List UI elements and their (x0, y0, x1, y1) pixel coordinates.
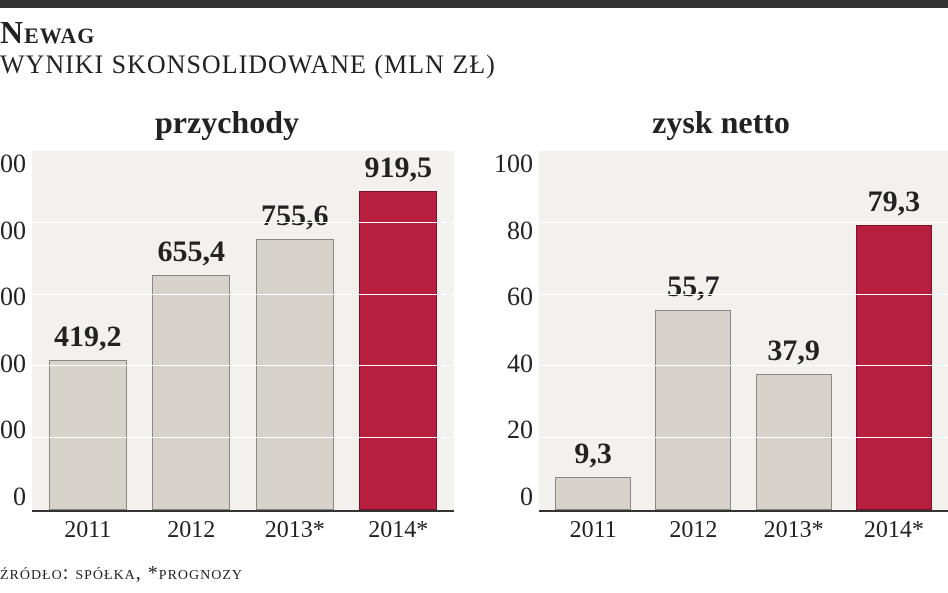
bar-column: 755,6 (249, 151, 340, 510)
source-footer: źródło: spółka, *prognozy (0, 554, 948, 593)
charts-row: przychody 00000000000 419,2655,4755,6919… (0, 84, 948, 554)
bars-right: 9,3 55,7 37,9 79,3 (539, 151, 948, 510)
bar-value-label: 79,3 (868, 185, 921, 219)
y-tick: 100 (494, 151, 533, 177)
gridline (32, 365, 454, 366)
bar (152, 275, 230, 510)
bar (655, 310, 731, 510)
plot-right: 9,355,737,979,3 201120122013*2014* (539, 151, 948, 512)
y-tick: 0 (494, 484, 533, 510)
bar-value-label: 37,9 (767, 334, 820, 368)
y-axis-right: 0 20 40 60 80 100 (494, 151, 539, 544)
header: Newag WYNIKI SKONSOLIDOWANE (MLN ZŁ) (0, 0, 948, 84)
bar-value-label: 419,2 (54, 320, 122, 354)
gridline (539, 150, 948, 151)
y-tick: 00 (0, 417, 26, 443)
x-labels-right: 2011 2012 2013* 2014* (539, 517, 948, 544)
y-tick: 40 (494, 351, 533, 377)
gridline (539, 294, 948, 295)
y-tick: 00 (0, 284, 26, 310)
y-tick: 00 (0, 351, 26, 377)
bar-column: 79,3 (850, 151, 938, 510)
chart-przychody: przychody 00000000000 419,2655,4755,6919… (0, 104, 454, 544)
chart-title-right: zysk netto (494, 104, 948, 141)
x-axis-label: 2014* (353, 517, 444, 544)
y-tick: 00 (0, 151, 26, 177)
bar (756, 374, 832, 510)
y-tick: 60 (494, 284, 533, 310)
y-tick: 00 (0, 218, 26, 244)
gridline (32, 150, 454, 151)
bars-left: 419,2 655,4 755,6 919,5 (32, 151, 454, 510)
bar-column: 55,7 (649, 151, 737, 510)
figure-container: Newag WYNIKI SKONSOLIDOWANE (MLN ZŁ) prz… (0, 0, 948, 593)
bar-column: 37,9 (750, 151, 838, 510)
bar-value-label: 9,3 (574, 437, 612, 471)
chart-zysk-netto: zysk netto 020406080100 9,355,737,979,3 … (494, 104, 948, 544)
gridline (539, 437, 948, 438)
gridline (32, 222, 454, 223)
bar-value-label: 655,4 (157, 235, 225, 269)
bar (359, 191, 437, 510)
bar-value-label: 55,7 (667, 270, 720, 304)
bar-column: 419,2 (42, 151, 133, 510)
bar (49, 360, 127, 510)
bar-column: 919,5 (353, 151, 444, 510)
bar-column: 9,3 (549, 151, 637, 510)
y-tick: 20 (494, 417, 533, 443)
bar-column: 655,4 (146, 151, 237, 510)
x-axis-label: 2013* (249, 517, 340, 544)
gridline (539, 222, 948, 223)
chart-area-right: 020406080100 9,355,737,979,3 20112012201… (494, 151, 948, 544)
y-tick: 0 (0, 484, 26, 510)
x-axis-label: 2014* (850, 517, 938, 544)
gridline (539, 365, 948, 366)
bar-value-label: 919,5 (364, 151, 432, 185)
company-title: Newag (0, 16, 948, 48)
bar (555, 477, 631, 510)
x-axis-label: 2012 (146, 517, 237, 544)
chart-title-left: przychody (0, 104, 454, 141)
y-tick: 80 (494, 218, 533, 244)
plot-left: 419,2655,4755,6919,5 201120122013*2014* (32, 151, 454, 512)
bar (256, 239, 334, 510)
y-axis-left: 00000000000 (0, 151, 32, 544)
x-axis-label: 2012 (649, 517, 737, 544)
gridline (32, 437, 454, 438)
x-axis-label: 2011 (42, 517, 133, 544)
x-axis-label: 2013* (750, 517, 838, 544)
x-axis-label: 2011 (549, 517, 637, 544)
figure-subtitle: WYNIKI SKONSOLIDOWANE (MLN ZŁ) (0, 50, 948, 80)
chart-area-left: 00000000000 419,2655,4755,6919,5 2011201… (0, 151, 454, 544)
bar-value-label: 755,6 (261, 199, 329, 233)
x-labels-left: 2011 2012 2013* 2014* (32, 517, 454, 544)
gridline (32, 294, 454, 295)
bar (856, 225, 932, 510)
